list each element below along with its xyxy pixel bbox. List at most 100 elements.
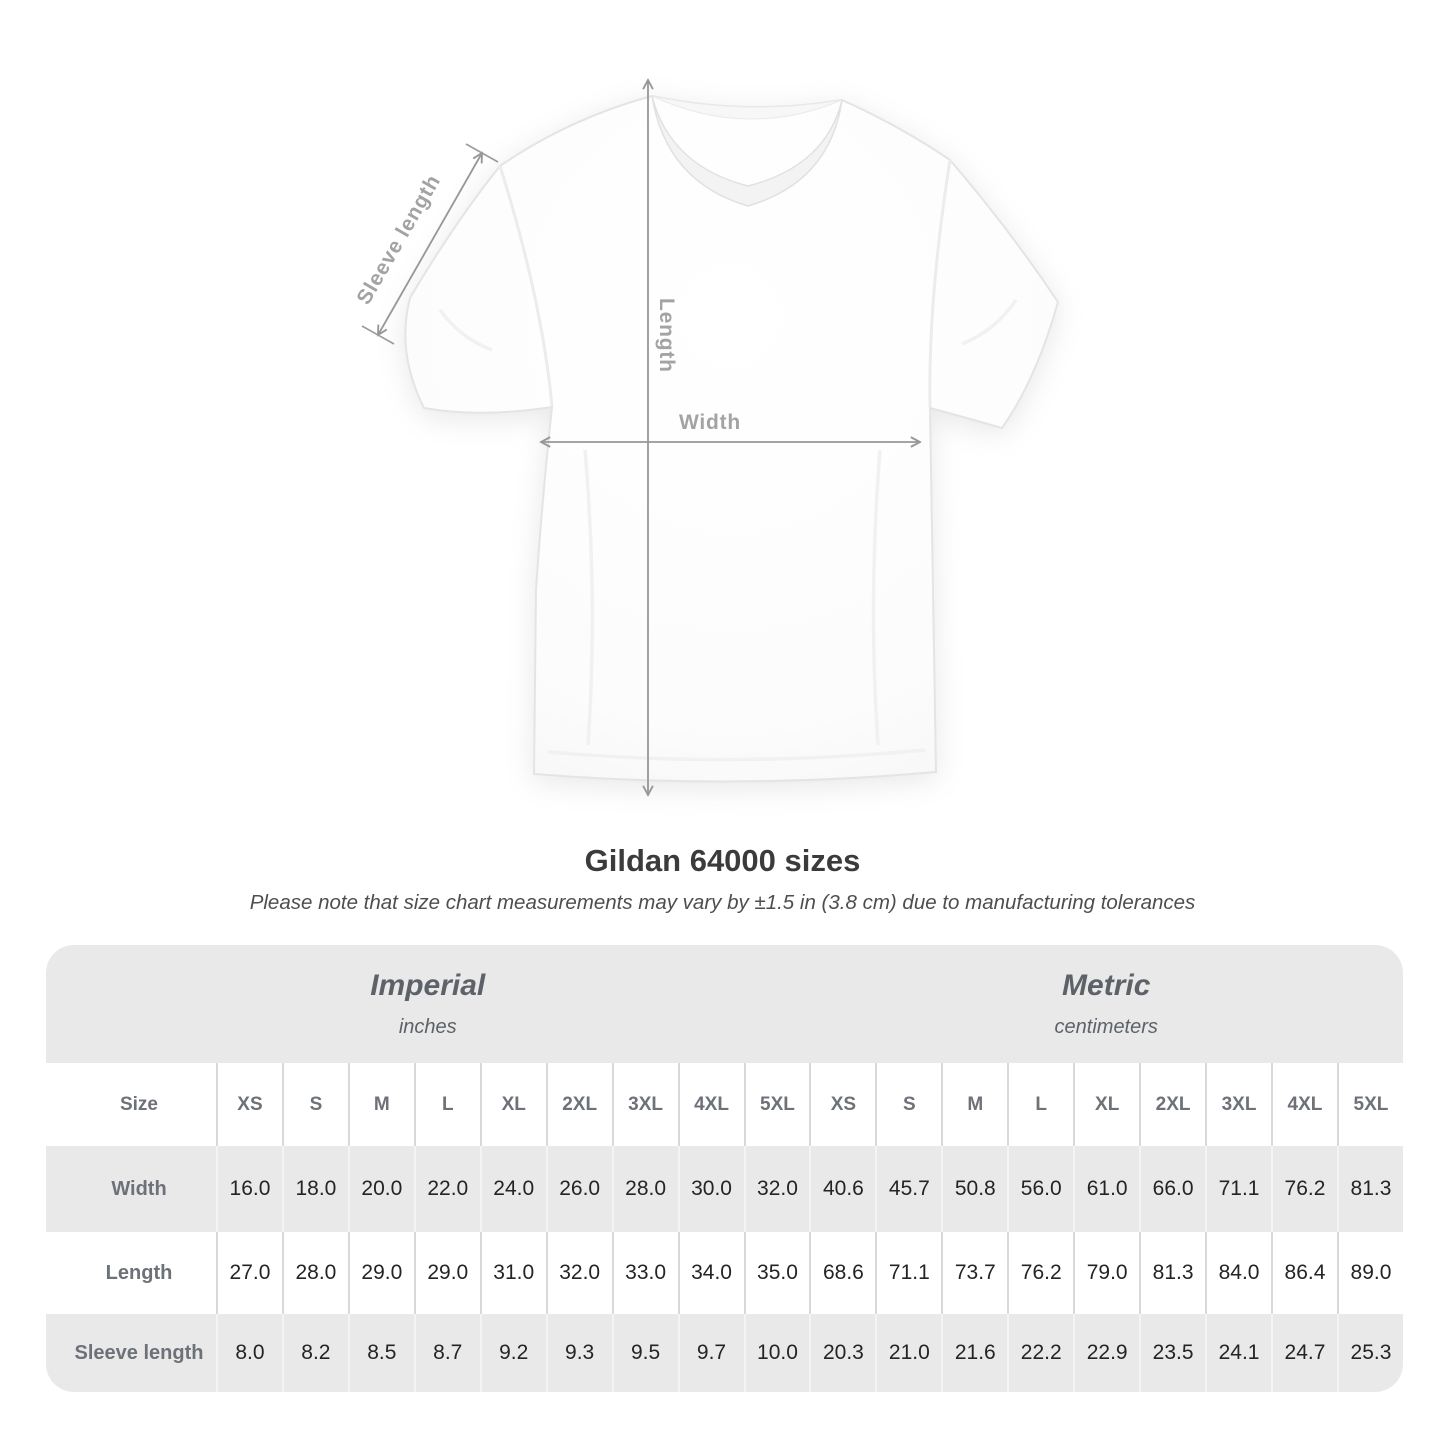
imperial-group-unit: inches — [398, 1016, 457, 1038]
size-value-cell: 89.0 — [1336, 1232, 1403, 1314]
tshirt-graphic — [404, 94, 1060, 783]
size-value-cell: 8.2 — [281, 1314, 348, 1392]
metric-group-unit: centimeters — [1054, 1016, 1158, 1038]
size-value-cell: 86.4 — [1271, 1232, 1337, 1314]
size-col-header: XL — [479, 1063, 546, 1146]
size-value-cell: 73.7 — [941, 1232, 1008, 1314]
imperial-group-header: Imperial inches — [46, 945, 810, 1063]
size-value-cell: 50.8 — [941, 1146, 1008, 1232]
size-value-cell: 68.6 — [809, 1232, 876, 1314]
size-value-cell: 8.5 — [347, 1314, 414, 1392]
size-value-cell: 30.0 — [677, 1146, 744, 1232]
size-corner-label: Size — [46, 1063, 216, 1146]
size-value-cell: 22.2 — [1007, 1314, 1074, 1392]
size-value-cell: 8.0 — [216, 1314, 282, 1392]
tshirt-measurement-diagram: Sleeve length Length Width — [352, 0, 1060, 830]
size-value-cell: 20.0 — [347, 1146, 414, 1232]
size-col-header: 3XL — [1205, 1063, 1271, 1146]
size-value-cell: 28.0 — [281, 1232, 348, 1314]
size-value-cell: 8.7 — [413, 1314, 480, 1392]
size-value-cell: 18.0 — [281, 1146, 348, 1232]
size-value-cell: 25.3 — [1336, 1314, 1403, 1392]
metric-group-header: Metric centimeters — [809, 945, 1403, 1063]
size-value-cell: 9.3 — [545, 1314, 612, 1392]
width-arrow-label: Width — [679, 411, 741, 434]
size-value-cell: 79.0 — [1073, 1232, 1140, 1314]
length-arrow-label: Length — [655, 298, 678, 373]
left-armhole-seam — [498, 165, 554, 407]
size-value-cell: 26.0 — [545, 1146, 612, 1232]
measurement-row: Sleeve length 8.0 8.2 8.5 8.7 9.2 9.3 9.5 9.7 10.… — [46, 1314, 1403, 1392]
imperial-group-title: Imperial — [370, 969, 486, 1002]
size-value-cell: 24.1 — [1205, 1314, 1271, 1392]
size-value-cell: 33.0 — [611, 1232, 678, 1314]
size-value-cell: 45.7 — [875, 1146, 942, 1232]
size-col-header: 5XL — [1336, 1063, 1403, 1146]
size-value-cell: 22.0 — [413, 1146, 480, 1232]
size-col-header: L — [1007, 1063, 1074, 1146]
sleeve-arrow-top-tick — [465, 143, 499, 163]
size-col-header: 5XL — [743, 1063, 810, 1146]
size-value-cell: 84.0 — [1205, 1232, 1271, 1314]
size-value-cell: 81.3 — [1139, 1232, 1206, 1314]
size-table-card: Imperial inches Metric centimeters Size X… — [46, 945, 1403, 1392]
size-value-cell: 9.7 — [677, 1314, 744, 1392]
size-col-header: XS — [809, 1063, 876, 1146]
size-value-cell: 34.0 — [677, 1232, 744, 1314]
fabric-fold — [583, 449, 595, 746]
size-col-header: XS — [216, 1063, 282, 1146]
size-value-cell: 31.0 — [479, 1232, 546, 1314]
right-armhole-seam — [928, 159, 952, 408]
size-value-cell: 28.0 — [611, 1146, 678, 1232]
size-col-header: 4XL — [1271, 1063, 1337, 1146]
size-value-cell: 71.1 — [875, 1232, 942, 1314]
size-value-cell: 21.0 — [875, 1314, 942, 1392]
size-col-header: S — [875, 1063, 942, 1146]
tolerance-note: Please note that size chart measurements… — [249, 891, 1196, 914]
page-title: Gildan 64000 sizes — [584, 843, 861, 878]
size-value-cell: 40.6 — [809, 1146, 876, 1232]
size-col-header: M — [347, 1063, 414, 1146]
sleeve-length-arrow — [378, 153, 482, 335]
size-value-cell: 29.0 — [347, 1232, 414, 1314]
size-value-cell: 29.0 — [413, 1232, 480, 1314]
size-col-header: 2XL — [545, 1063, 612, 1146]
size-value-cell: 66.0 — [1139, 1146, 1206, 1232]
size-value-cell: 71.1 — [1205, 1146, 1271, 1232]
size-value-cell: 24.0 — [479, 1146, 546, 1232]
size-value-cell: 9.2 — [479, 1314, 546, 1392]
size-value-cell: 22.9 — [1073, 1314, 1140, 1392]
size-value-cell: 9.5 — [611, 1314, 678, 1392]
size-col-header: 2XL — [1139, 1063, 1206, 1146]
size-col-header: 4XL — [677, 1063, 744, 1146]
size-value-cell: 76.2 — [1007, 1232, 1074, 1314]
unit-group-row: Imperial inches Metric centimeters — [46, 945, 1403, 1063]
row-label: Length — [46, 1232, 216, 1314]
hem-fold — [547, 748, 926, 762]
measurement-row: Length 27.0 28.0 29.0 29.0 31.0 32.0 33.0 34.0 35… — [46, 1232, 1403, 1314]
fabric-fold — [871, 449, 882, 746]
size-col-header: XL — [1073, 1063, 1140, 1146]
collar-band — [651, 95, 843, 207]
size-col-header: M — [941, 1063, 1008, 1146]
size-value-cell: 16.0 — [216, 1146, 282, 1232]
size-value-cell: 21.6 — [941, 1314, 1008, 1392]
row-label: Width — [46, 1146, 216, 1232]
size-value-cell: 81.3 — [1336, 1146, 1403, 1232]
size-value-cell: 32.0 — [545, 1232, 612, 1314]
metric-group-title: Metric — [1062, 969, 1151, 1002]
size-value-cell: 32.0 — [743, 1146, 810, 1232]
size-col-header: L — [413, 1063, 480, 1146]
size-table: Imperial inches Metric centimeters Size X… — [46, 945, 1403, 1392]
size-value-cell: 35.0 — [743, 1232, 810, 1314]
size-value-cell: 27.0 — [216, 1232, 282, 1314]
size-value-cell: 10.0 — [743, 1314, 810, 1392]
size-value-cell: 20.3 — [809, 1314, 876, 1392]
fabric-fold — [961, 299, 1018, 346]
size-value-cell: 56.0 — [1007, 1146, 1074, 1232]
size-col-header: S — [281, 1063, 348, 1146]
size-value-cell: 61.0 — [1073, 1146, 1140, 1232]
size-header-row: Size XS S M L XL 2XL 3XL 4XL 5XL XS S M L XL 2XL 3XL 4XL 5… — [46, 1063, 1403, 1146]
size-col-header: 3XL — [611, 1063, 678, 1146]
